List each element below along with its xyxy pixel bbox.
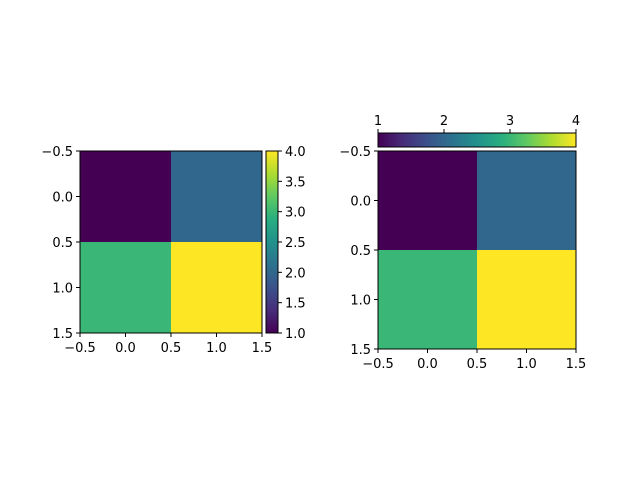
y-tick-label: 1.0 xyxy=(350,294,371,309)
colorbar-left-tick-label: 3.0 xyxy=(285,206,306,221)
x-tick-label: 1.0 xyxy=(206,341,227,356)
heatmap-cell-r0-c0 xyxy=(378,151,477,250)
y-tick-label: 0.5 xyxy=(350,244,371,259)
x-tick-label: −0.5 xyxy=(362,357,394,372)
x-tick-label: 0.5 xyxy=(161,341,182,356)
y-tick-label: 0.0 xyxy=(350,195,371,210)
y-tick-label: 1.5 xyxy=(350,343,371,358)
x-tick-label: 1.5 xyxy=(252,341,273,356)
x-tick-label: 0.5 xyxy=(467,357,488,372)
x-tick-label: −0.5 xyxy=(64,341,96,356)
heatmap-cell-r1-c1 xyxy=(171,242,262,333)
colorbar-top-frame xyxy=(377,132,577,148)
x-tick-label: 0.0 xyxy=(417,357,438,372)
x-tick-label: 1.0 xyxy=(516,357,537,372)
colorbar-top-tick-label: 1 xyxy=(374,114,382,129)
y-tick-label: −0.5 xyxy=(41,145,73,160)
colorbar-left-gradient xyxy=(266,151,278,333)
colorbar-left-tick-label: 3.5 xyxy=(285,175,306,190)
y-tick-label: 0.0 xyxy=(52,191,73,206)
heatmap-cell-r1-c0 xyxy=(378,250,477,349)
colorbar-top-tick-label: 3 xyxy=(506,114,514,129)
colorbar-top-tick-label: 4 xyxy=(572,114,580,129)
y-tick-label: −0.5 xyxy=(339,145,371,160)
x-tick-label: 0.0 xyxy=(115,341,136,356)
colorbar-top: 1 2 3 4 xyxy=(374,114,580,148)
y-tick-label: 1.5 xyxy=(52,327,73,342)
heatmap-cell-r0-c1 xyxy=(477,151,576,250)
x-tick-label: 1.5 xyxy=(566,357,587,372)
y-tick-label: 1.0 xyxy=(52,282,73,297)
heatmap-right: −0.5 0.0 0.5 1.0 1.5−0.50.00.51.01.5 xyxy=(339,145,586,372)
heatmap-left: −0.5 0.0 0.5 1.0 1.5−0.50.00.51.01.5 xyxy=(41,145,272,356)
colorbar-left: 1.0 1.5 2.0 2.5 3.0 3.5 4.0 xyxy=(265,145,306,342)
colorbar-left-tick-label: 1.0 xyxy=(285,327,306,342)
heatmap-cell-r0-c0 xyxy=(80,151,171,242)
colorbar-left-tick-label: 2.0 xyxy=(285,266,306,281)
colorbar-top-gradient xyxy=(378,133,576,147)
colorbar-top-tick-label: 2 xyxy=(440,114,448,129)
heatmap-cell-r1-c0 xyxy=(80,242,171,333)
y-tick-label: 0.5 xyxy=(52,236,73,251)
heatmap-cell-r1-c1 xyxy=(477,250,576,349)
colorbar-left-tick-label: 4.0 xyxy=(285,145,306,160)
colorbar-left-tick-label: 2.5 xyxy=(285,236,306,251)
heatmap-cell-r0-c1 xyxy=(171,151,262,242)
colorbar-left-tick-label: 1.5 xyxy=(285,297,306,312)
